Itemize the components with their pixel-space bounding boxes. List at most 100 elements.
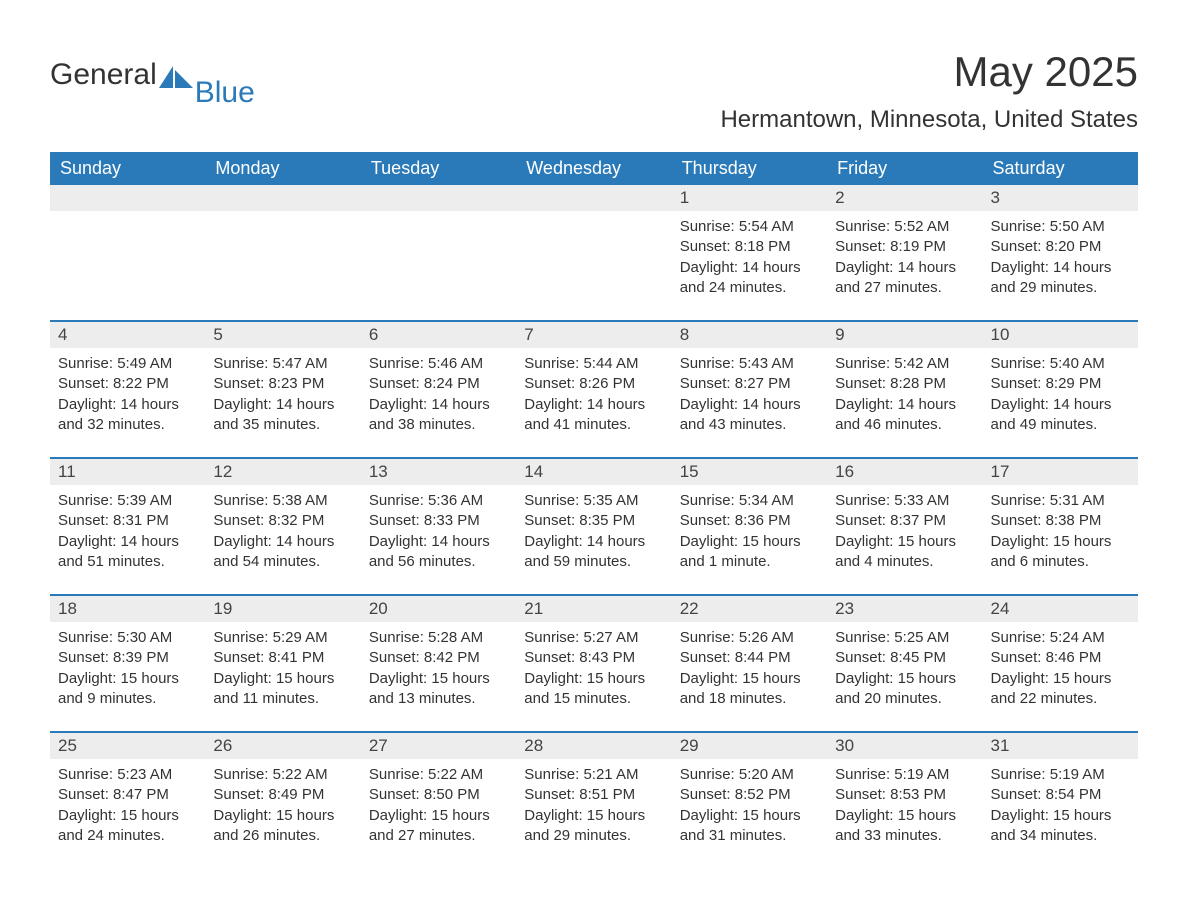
day-number: 22 bbox=[672, 596, 827, 622]
calendar-day bbox=[205, 185, 360, 321]
day-details: Sunrise: 5:47 AMSunset: 8:23 PMDaylight:… bbox=[205, 348, 360, 457]
day-details: Sunrise: 5:26 AMSunset: 8:44 PMDaylight:… bbox=[672, 622, 827, 731]
calendar-day: 27Sunrise: 5:22 AMSunset: 8:50 PMDayligh… bbox=[361, 732, 516, 868]
day-number: 8 bbox=[672, 322, 827, 348]
sunset-text: Sunset: 8:39 PM bbox=[58, 648, 197, 668]
daylight-text: Daylight: 14 hours and 59 minutes. bbox=[524, 532, 663, 573]
daylight-text: Daylight: 15 hours and 20 minutes. bbox=[835, 669, 974, 710]
day-number: 3 bbox=[983, 185, 1138, 211]
day-number: 13 bbox=[361, 459, 516, 485]
daylight-text: Daylight: 15 hours and 24 minutes. bbox=[58, 806, 197, 847]
day-number: 6 bbox=[361, 322, 516, 348]
day-number: 11 bbox=[50, 459, 205, 485]
calendar-day: 22Sunrise: 5:26 AMSunset: 8:44 PMDayligh… bbox=[672, 595, 827, 732]
day-details bbox=[516, 211, 671, 317]
calendar-day: 30Sunrise: 5:19 AMSunset: 8:53 PMDayligh… bbox=[827, 732, 982, 868]
daylight-text: Daylight: 14 hours and 35 minutes. bbox=[213, 395, 352, 436]
calendar-day: 21Sunrise: 5:27 AMSunset: 8:43 PMDayligh… bbox=[516, 595, 671, 732]
daylight-text: Daylight: 15 hours and 31 minutes. bbox=[680, 806, 819, 847]
logo-sail-icon bbox=[159, 66, 195, 88]
calendar-day: 15Sunrise: 5:34 AMSunset: 8:36 PMDayligh… bbox=[672, 458, 827, 595]
sunset-text: Sunset: 8:38 PM bbox=[991, 511, 1130, 531]
daylight-text: Daylight: 14 hours and 56 minutes. bbox=[369, 532, 508, 573]
day-details: Sunrise: 5:28 AMSunset: 8:42 PMDaylight:… bbox=[361, 622, 516, 731]
calendar-day: 12Sunrise: 5:38 AMSunset: 8:32 PMDayligh… bbox=[205, 458, 360, 595]
sunset-text: Sunset: 8:53 PM bbox=[835, 785, 974, 805]
day-details: Sunrise: 5:22 AMSunset: 8:50 PMDaylight:… bbox=[361, 759, 516, 868]
calendar-day: 19Sunrise: 5:29 AMSunset: 8:41 PMDayligh… bbox=[205, 595, 360, 732]
day-details: Sunrise: 5:52 AMSunset: 8:19 PMDaylight:… bbox=[827, 211, 982, 320]
sunset-text: Sunset: 8:37 PM bbox=[835, 511, 974, 531]
calendar-day: 1Sunrise: 5:54 AMSunset: 8:18 PMDaylight… bbox=[672, 185, 827, 321]
calendar-week: 11Sunrise: 5:39 AMSunset: 8:31 PMDayligh… bbox=[50, 458, 1138, 595]
daylight-text: Daylight: 15 hours and 15 minutes. bbox=[524, 669, 663, 710]
sunrise-text: Sunrise: 5:25 AM bbox=[835, 628, 974, 648]
day-details: Sunrise: 5:34 AMSunset: 8:36 PMDaylight:… bbox=[672, 485, 827, 594]
sunset-text: Sunset: 8:20 PM bbox=[991, 237, 1130, 257]
day-details: Sunrise: 5:38 AMSunset: 8:32 PMDaylight:… bbox=[205, 485, 360, 594]
sunrise-text: Sunrise: 5:46 AM bbox=[369, 354, 508, 374]
day-number: 10 bbox=[983, 322, 1138, 348]
day-details: Sunrise: 5:44 AMSunset: 8:26 PMDaylight:… bbox=[516, 348, 671, 457]
day-number bbox=[516, 185, 671, 211]
calendar-day bbox=[50, 185, 205, 321]
calendar-day: 6Sunrise: 5:46 AMSunset: 8:24 PMDaylight… bbox=[361, 321, 516, 458]
sunset-text: Sunset: 8:47 PM bbox=[58, 785, 197, 805]
dow-tuesday: Tuesday bbox=[361, 152, 516, 185]
calendar-day: 7Sunrise: 5:44 AMSunset: 8:26 PMDaylight… bbox=[516, 321, 671, 458]
daylight-text: Daylight: 14 hours and 54 minutes. bbox=[213, 532, 352, 573]
daylight-text: Daylight: 15 hours and 1 minute. bbox=[680, 532, 819, 573]
calendar-day: 20Sunrise: 5:28 AMSunset: 8:42 PMDayligh… bbox=[361, 595, 516, 732]
sunset-text: Sunset: 8:19 PM bbox=[835, 237, 974, 257]
title-block: May 2025 Hermantown, Minnesota, United S… bbox=[720, 48, 1138, 148]
calendar-day: 4Sunrise: 5:49 AMSunset: 8:22 PMDaylight… bbox=[50, 321, 205, 458]
daylight-text: Daylight: 15 hours and 11 minutes. bbox=[213, 669, 352, 710]
day-details: Sunrise: 5:25 AMSunset: 8:45 PMDaylight:… bbox=[827, 622, 982, 731]
sunset-text: Sunset: 8:36 PM bbox=[680, 511, 819, 531]
daylight-text: Daylight: 14 hours and 29 minutes. bbox=[991, 258, 1130, 299]
day-details: Sunrise: 5:22 AMSunset: 8:49 PMDaylight:… bbox=[205, 759, 360, 868]
day-number: 18 bbox=[50, 596, 205, 622]
dow-saturday: Saturday bbox=[983, 152, 1138, 185]
sunrise-text: Sunrise: 5:35 AM bbox=[524, 491, 663, 511]
sunrise-text: Sunrise: 5:22 AM bbox=[213, 765, 352, 785]
calendar-day: 5Sunrise: 5:47 AMSunset: 8:23 PMDaylight… bbox=[205, 321, 360, 458]
calendar-body: 1Sunrise: 5:54 AMSunset: 8:18 PMDaylight… bbox=[50, 185, 1138, 868]
dow-wednesday: Wednesday bbox=[516, 152, 671, 185]
day-number: 23 bbox=[827, 596, 982, 622]
calendar-day: 23Sunrise: 5:25 AMSunset: 8:45 PMDayligh… bbox=[827, 595, 982, 732]
day-details: Sunrise: 5:23 AMSunset: 8:47 PMDaylight:… bbox=[50, 759, 205, 868]
day-details: Sunrise: 5:36 AMSunset: 8:33 PMDaylight:… bbox=[361, 485, 516, 594]
day-number: 21 bbox=[516, 596, 671, 622]
daylight-text: Daylight: 15 hours and 18 minutes. bbox=[680, 669, 819, 710]
calendar-day: 8Sunrise: 5:43 AMSunset: 8:27 PMDaylight… bbox=[672, 321, 827, 458]
day-details: Sunrise: 5:19 AMSunset: 8:53 PMDaylight:… bbox=[827, 759, 982, 868]
day-details: Sunrise: 5:24 AMSunset: 8:46 PMDaylight:… bbox=[983, 622, 1138, 731]
sunrise-text: Sunrise: 5:54 AM bbox=[680, 217, 819, 237]
calendar-day bbox=[516, 185, 671, 321]
daylight-text: Daylight: 14 hours and 49 minutes. bbox=[991, 395, 1130, 436]
logo-text-accent: Blue bbox=[195, 78, 255, 108]
calendar-table: Sunday Monday Tuesday Wednesday Thursday… bbox=[50, 152, 1138, 868]
calendar-day: 11Sunrise: 5:39 AMSunset: 8:31 PMDayligh… bbox=[50, 458, 205, 595]
day-number: 4 bbox=[50, 322, 205, 348]
sunrise-text: Sunrise: 5:23 AM bbox=[58, 765, 197, 785]
daylight-text: Daylight: 15 hours and 4 minutes. bbox=[835, 532, 974, 573]
calendar-day: 16Sunrise: 5:33 AMSunset: 8:37 PMDayligh… bbox=[827, 458, 982, 595]
daylight-text: Daylight: 15 hours and 33 minutes. bbox=[835, 806, 974, 847]
day-number: 29 bbox=[672, 733, 827, 759]
sunrise-text: Sunrise: 5:20 AM bbox=[680, 765, 819, 785]
day-number: 12 bbox=[205, 459, 360, 485]
daylight-text: Daylight: 14 hours and 46 minutes. bbox=[835, 395, 974, 436]
daylight-text: Daylight: 15 hours and 27 minutes. bbox=[369, 806, 508, 847]
sunrise-text: Sunrise: 5:19 AM bbox=[991, 765, 1130, 785]
day-details bbox=[205, 211, 360, 317]
sunset-text: Sunset: 8:27 PM bbox=[680, 374, 819, 394]
day-details: Sunrise: 5:54 AMSunset: 8:18 PMDaylight:… bbox=[672, 211, 827, 320]
day-details: Sunrise: 5:50 AMSunset: 8:20 PMDaylight:… bbox=[983, 211, 1138, 320]
day-number bbox=[361, 185, 516, 211]
day-details: Sunrise: 5:35 AMSunset: 8:35 PMDaylight:… bbox=[516, 485, 671, 594]
sunrise-text: Sunrise: 5:33 AM bbox=[835, 491, 974, 511]
sunrise-text: Sunrise: 5:43 AM bbox=[680, 354, 819, 374]
dow-sunday: Sunday bbox=[50, 152, 205, 185]
